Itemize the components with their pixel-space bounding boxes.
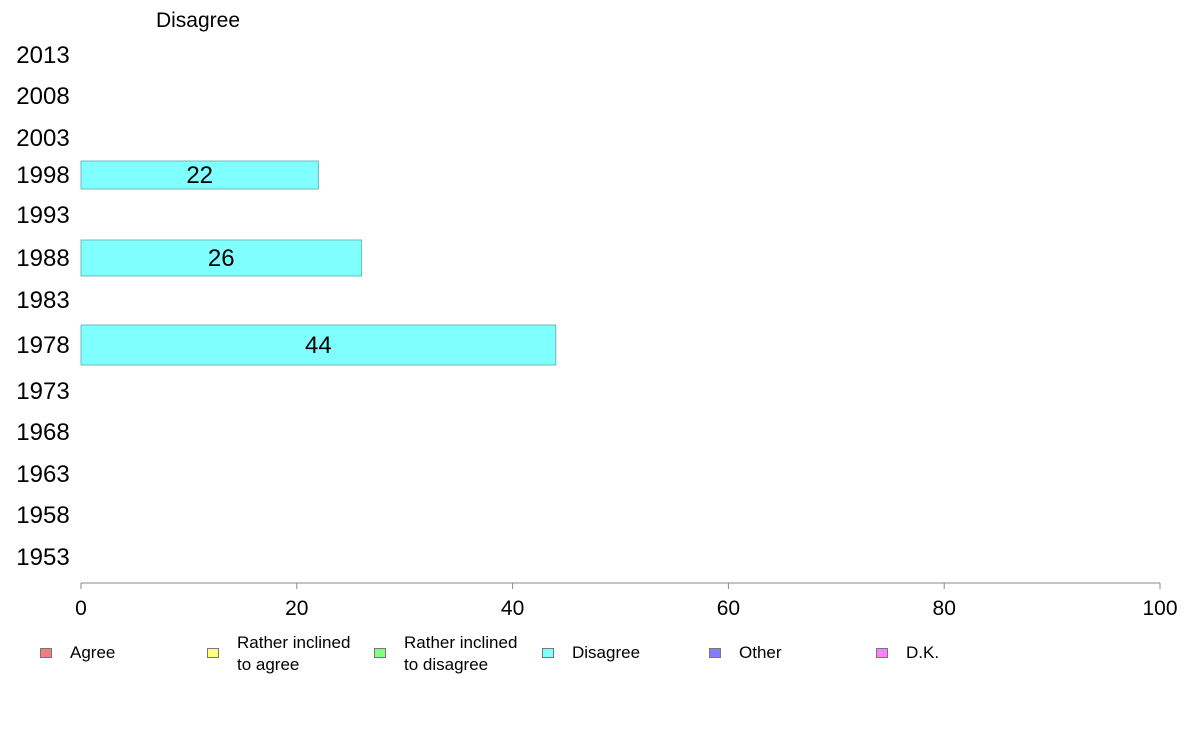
y-tick-label-1993: 1993 — [16, 202, 69, 229]
x-tick-label-20: 20 — [285, 597, 308, 620]
legend-item-disagree: Disagree — [542, 632, 640, 664]
data-label-1998: 22 — [186, 162, 213, 189]
legend-item-rather-agree: Rather inclined to agree — [207, 632, 350, 676]
bar-1998 — [80, 160, 319, 190]
legend: Agree Rather inclined to agree Rather in… — [0, 632, 1188, 692]
legend-swatch-other — [709, 648, 721, 658]
x-tick-label-100: 100 — [1142, 597, 1177, 620]
legend-swatch-disagree — [542, 648, 554, 658]
legend-label-disagree: Disagree — [572, 643, 641, 662]
x-tick-label-40: 40 — [501, 597, 524, 620]
legend-item-agree: Agree — [40, 632, 115, 664]
legend-item-rather-disagree: Rather inclined to disagree — [374, 632, 517, 676]
chart: Disagree 22 26 44 2013 2008 2003 1998 1993 1988… — [16, 9, 1178, 620]
y-tick-label-1973: 1973 — [16, 378, 69, 405]
y-tick-label-1978: 1978 — [16, 332, 69, 359]
legend-swatch-rather-agree — [207, 648, 219, 658]
data-label-1978: 44 — [305, 332, 332, 359]
bar-1978 — [80, 324, 557, 366]
legend-label-rather-agree: Rather inclined to agree — [237, 633, 351, 674]
legend-label-rather-disagree: Rather inclined to disagree — [404, 633, 518, 674]
bar-1988 — [80, 239, 363, 277]
x-tick-label-0: 0 — [75, 597, 87, 620]
x-tick-label-60: 60 — [717, 597, 740, 620]
y-tick-label-1958: 1958 — [16, 502, 69, 529]
y-tick-label-2008: 2008 — [16, 83, 69, 110]
legend-label-agree: Agree — [70, 643, 116, 662]
legend-label-dk: D.K. — [906, 643, 940, 662]
y-axis-labels: 2013 2008 2003 1998 1993 1988 1983 1978 1973 1968… — [16, 42, 69, 571]
y-tick-label-1983: 1983 — [16, 287, 69, 314]
data-label-1988: 26 — [208, 245, 235, 272]
y-tick-label-2013: 2013 — [16, 42, 69, 69]
legend-swatch-agree — [40, 648, 52, 658]
y-tick-label-1968: 1968 — [16, 419, 69, 446]
legend-label-other: Other — [739, 643, 782, 662]
y-tick-label-2003: 2003 — [16, 125, 69, 152]
chart-title: Disagree — [156, 9, 240, 32]
y-tick-label-1998: 1998 — [16, 162, 69, 189]
legend-item-dk: D.K. — [876, 632, 939, 664]
y-tick-label-1963: 1963 — [16, 461, 69, 488]
y-tick-label-1953: 1953 — [16, 544, 69, 571]
legend-swatch-dk — [876, 648, 888, 658]
x-axis: 0 20 40 60 80 100 — [75, 582, 1178, 620]
y-tick-label-1988: 1988 — [16, 245, 69, 272]
legend-item-other: Other — [709, 632, 782, 664]
legend-swatch-rather-disagree — [374, 648, 386, 658]
x-tick-label-80: 80 — [933, 597, 956, 620]
bar-layer: 22 26 44 — [80, 160, 557, 366]
